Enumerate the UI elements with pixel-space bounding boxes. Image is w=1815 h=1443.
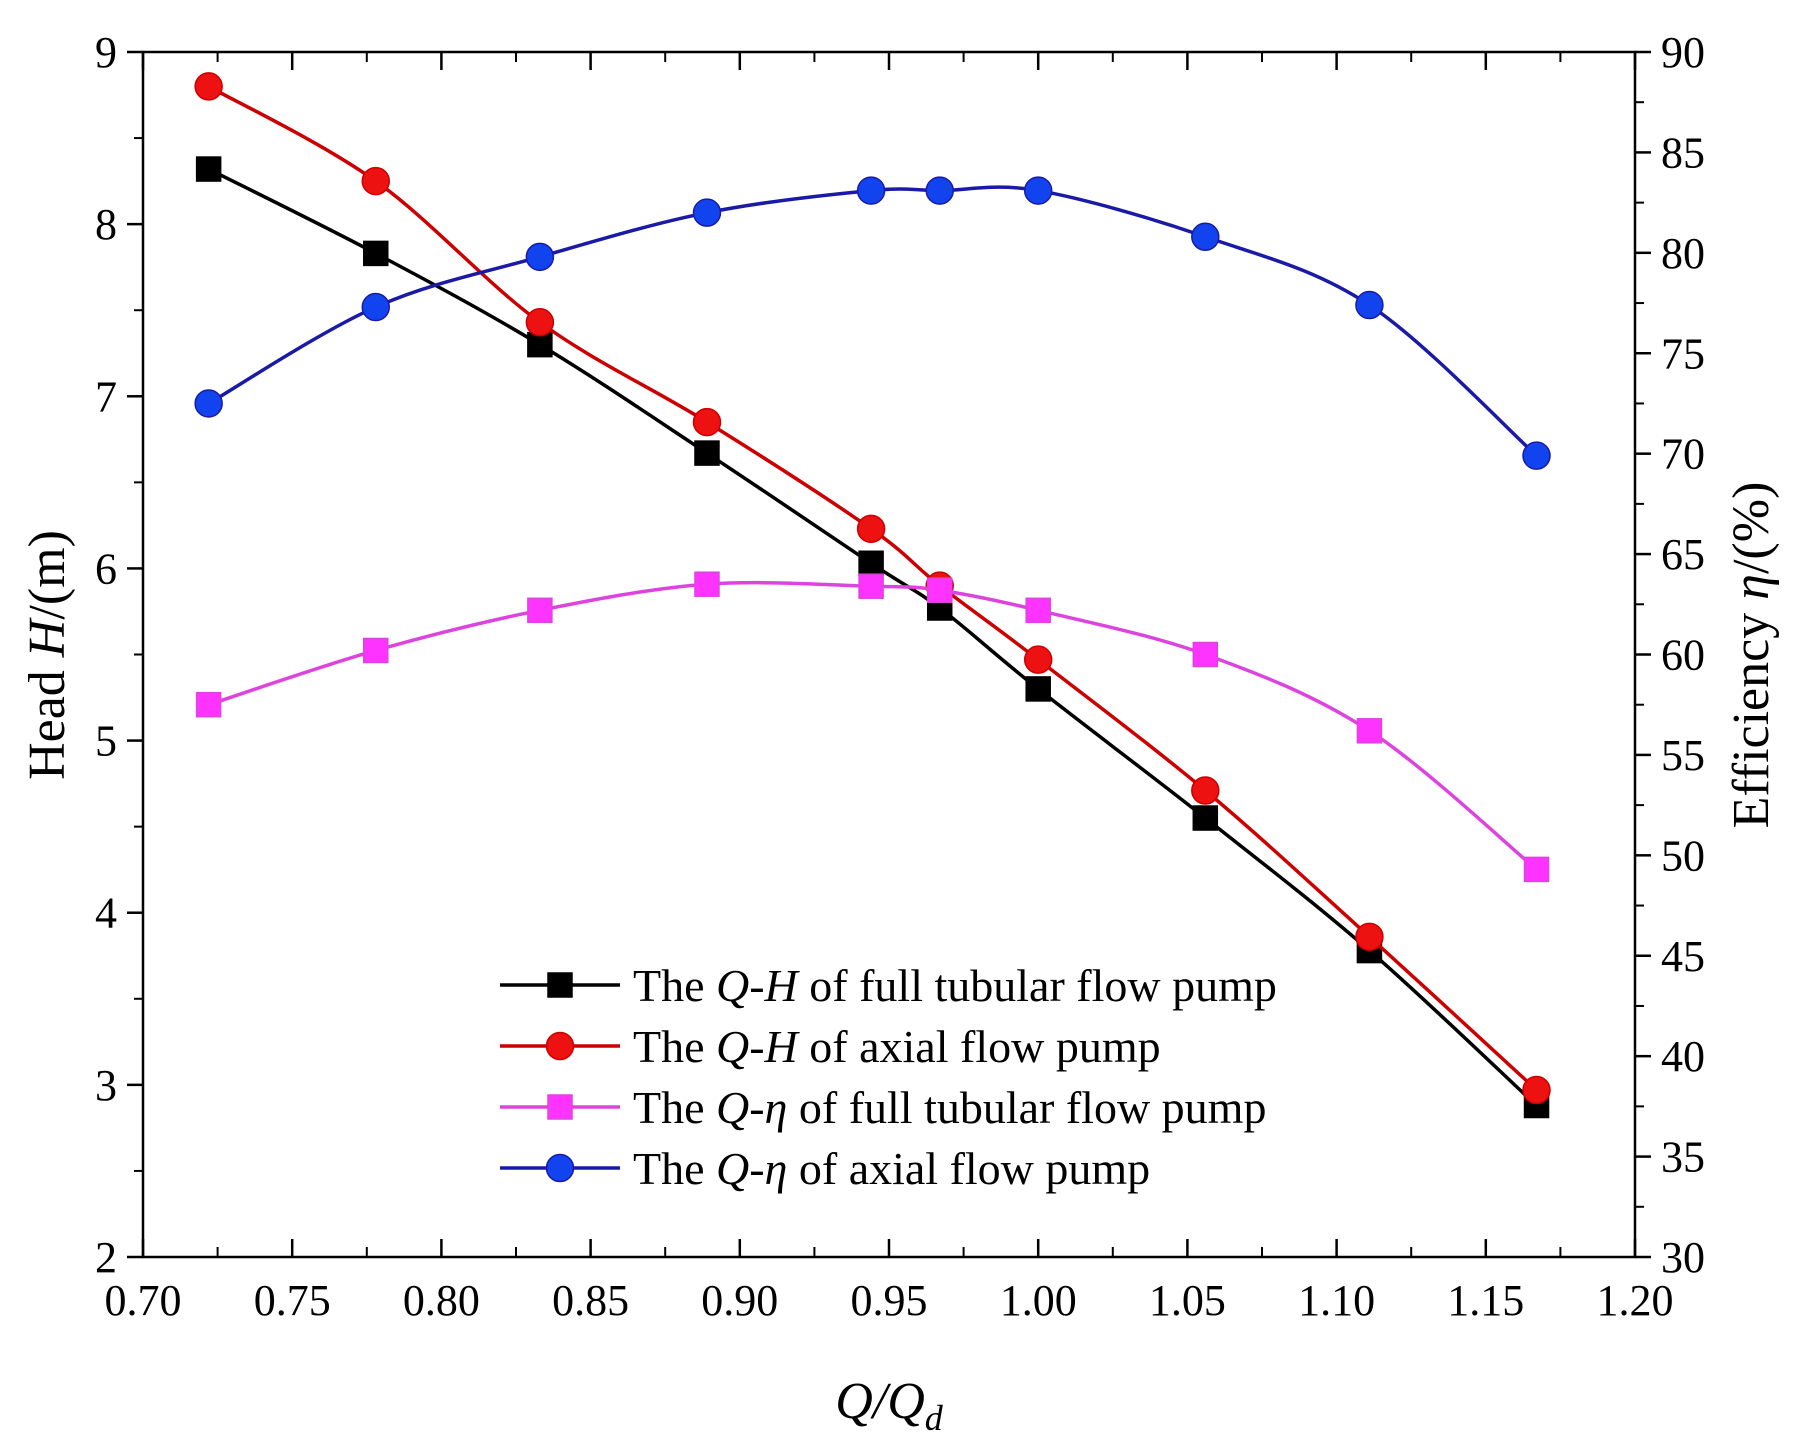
data-point [856,514,886,544]
data-point [1523,856,1550,883]
y2-tick-label: 90 [1661,28,1705,77]
x-tick-label: 1.05 [1149,1276,1226,1325]
x-tick-label: 1.10 [1298,1276,1375,1325]
tick-labels: 0.70 0.75 0.80 0.85 0.90 0.95 1.00 1.05 1.10 1.15… [95,28,1705,1325]
data-point [363,637,389,664]
plot-frame [141,50,1637,1259]
y-tick-label: 6 [95,544,117,593]
data-point [1355,290,1384,320]
y2-tick-label: 85 [1661,128,1705,177]
legend-item: The Q-H of axial flow pump [500,1021,1161,1072]
y2-tick-label: 50 [1661,831,1705,880]
x-tick-label: 0.80 [403,1276,480,1325]
data-point [1023,176,1053,205]
data-point [363,240,389,267]
data-point [194,72,223,101]
legend-item: The Q-H of full tubular flow pump [500,960,1277,1011]
legend-item: The Q-η of full tubular flow pump [500,1082,1266,1133]
data-point [692,407,722,437]
data-point [195,156,222,182]
y-tick-label: 5 [95,717,117,766]
x-tick-label: 0.75 [254,1276,331,1325]
y-tick-label: 9 [95,28,117,77]
series-3 [194,176,1551,470]
series-2 [195,571,1550,883]
y2-tick-label: 35 [1661,1133,1705,1182]
data-point [1522,441,1551,470]
y2-tick-label: 45 [1661,932,1705,981]
plot-series [194,72,1551,1119]
y2-axis-title: Efficiency η/(%) [1723,482,1780,829]
data-point [1025,676,1051,702]
y-tick-label: 7 [95,372,117,421]
data-point [525,308,555,337]
y2-tick-label: 60 [1661,631,1705,680]
data-point [194,389,223,418]
legend-item: The Q-η of axial flow pump [500,1143,1150,1194]
y2-tick-label: 80 [1661,229,1705,278]
data-point [527,597,553,624]
legend-marker [545,1031,575,1061]
x-tick-label: 1.00 [1000,1276,1077,1325]
series-line [207,84,1538,1092]
legend-label: The Q-H of axial flow pump [633,1021,1161,1072]
data-point [858,573,884,599]
data-point [694,571,720,597]
legend-marker [547,972,573,998]
x-tick-label: 0.70 [105,1276,182,1325]
data-point [1192,641,1219,668]
data-point [694,440,720,466]
data-point [692,198,722,227]
y2-tick-label: 70 [1661,430,1705,479]
data-point [1191,776,1220,805]
y-tick-label: 2 [95,1233,117,1282]
legend: The Q-H of full tubular flow pump The Q-H… [500,960,1277,1194]
data-point [1356,718,1383,744]
data-point [1522,1075,1551,1105]
x-tick-label: 0.85 [552,1276,629,1325]
y2-tick-label: 75 [1661,329,1705,378]
legend-label: The Q-η of axial flow pump [633,1143,1150,1194]
y-tick-label: 3 [95,1061,117,1110]
legend-label: The Q-η of full tubular flow pump [633,1082,1266,1133]
data-point [1191,222,1220,252]
y2-tick-label: 65 [1661,530,1705,579]
y-tick-label: 4 [95,889,117,938]
data-point [1192,805,1219,831]
data-point [195,691,222,718]
y-axis-title: Head H/(m) [19,530,76,780]
data-point [926,577,953,603]
data-point [361,292,391,322]
data-point [1023,645,1053,674]
data-point [525,242,555,272]
data-point [1355,922,1384,952]
series-line [207,185,1538,457]
legend-marker [545,1153,575,1183]
data-point [361,166,391,196]
data-point [1025,597,1051,624]
legend-marker [547,1094,573,1120]
x-tick-label: 0.95 [851,1276,928,1325]
y2-tick-label: 40 [1661,1032,1705,1081]
y2-tick-label: 55 [1661,731,1705,780]
x-tick-label: 0.90 [701,1276,778,1325]
axes-ticks [127,50,1651,1259]
x-axis-title: Q/Qd [835,1373,944,1438]
y2-tick-label: 30 [1661,1233,1705,1282]
legend-label: The Q-H of full tubular flow pump [633,960,1277,1011]
x-tick-label: 1.15 [1447,1276,1524,1325]
data-point [856,176,886,205]
x-tick-label: 1.20 [1597,1276,1674,1325]
data-point [858,550,884,577]
series-line [208,580,1538,871]
data-point [925,176,954,205]
y-tick-label: 8 [95,200,117,249]
